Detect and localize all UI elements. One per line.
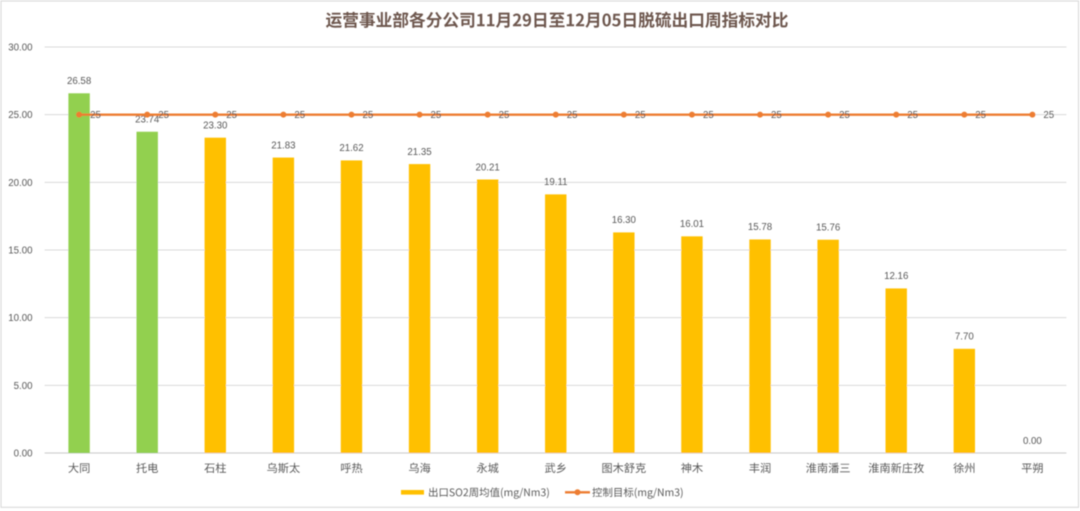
svg-text:20.00: 20.00 (8, 178, 33, 189)
svg-text:21.62: 21.62 (339, 143, 363, 154)
svg-text:25: 25 (158, 110, 169, 121)
svg-text:16.30: 16.30 (612, 215, 637, 226)
svg-text:25: 25 (294, 110, 305, 121)
svg-text:25: 25 (431, 110, 442, 121)
svg-text:25: 25 (703, 110, 714, 121)
svg-text:25: 25 (635, 110, 646, 121)
svg-text:7.70: 7.70 (955, 332, 974, 343)
svg-text:25: 25 (362, 110, 373, 121)
svg-text:25.00: 25.00 (8, 110, 33, 121)
svg-text:0.00: 0.00 (14, 448, 33, 459)
svg-text:23.30: 23.30 (203, 120, 228, 131)
svg-text:30.00: 30.00 (8, 42, 33, 53)
svg-text:12.16: 12.16 (884, 271, 908, 282)
svg-text:15.78: 15.78 (748, 222, 772, 233)
svg-text:25: 25 (771, 110, 782, 121)
svg-text:25: 25 (499, 110, 510, 121)
svg-text:23.74: 23.74 (135, 114, 160, 125)
svg-text:25: 25 (907, 110, 918, 121)
svg-text:25: 25 (839, 110, 850, 121)
svg-text:25: 25 (90, 110, 101, 121)
svg-text:25: 25 (1043, 110, 1054, 121)
svg-text:25: 25 (567, 110, 578, 121)
svg-text:25: 25 (226, 110, 237, 121)
svg-text:19.11: 19.11 (544, 177, 568, 188)
svg-text:16.01: 16.01 (680, 219, 704, 230)
svg-text:10.00: 10.00 (8, 313, 33, 324)
svg-text:21.83: 21.83 (271, 140, 295, 151)
svg-text:5.00: 5.00 (14, 381, 33, 392)
svg-text:20.21: 20.21 (476, 162, 500, 173)
svg-text:25: 25 (975, 110, 986, 121)
svg-text:21.35: 21.35 (407, 147, 431, 158)
svg-text:15.00: 15.00 (8, 245, 33, 256)
svg-text:26.58: 26.58 (67, 76, 91, 87)
svg-text:15.76: 15.76 (816, 222, 840, 233)
svg-text:0.00: 0.00 (1023, 436, 1042, 447)
